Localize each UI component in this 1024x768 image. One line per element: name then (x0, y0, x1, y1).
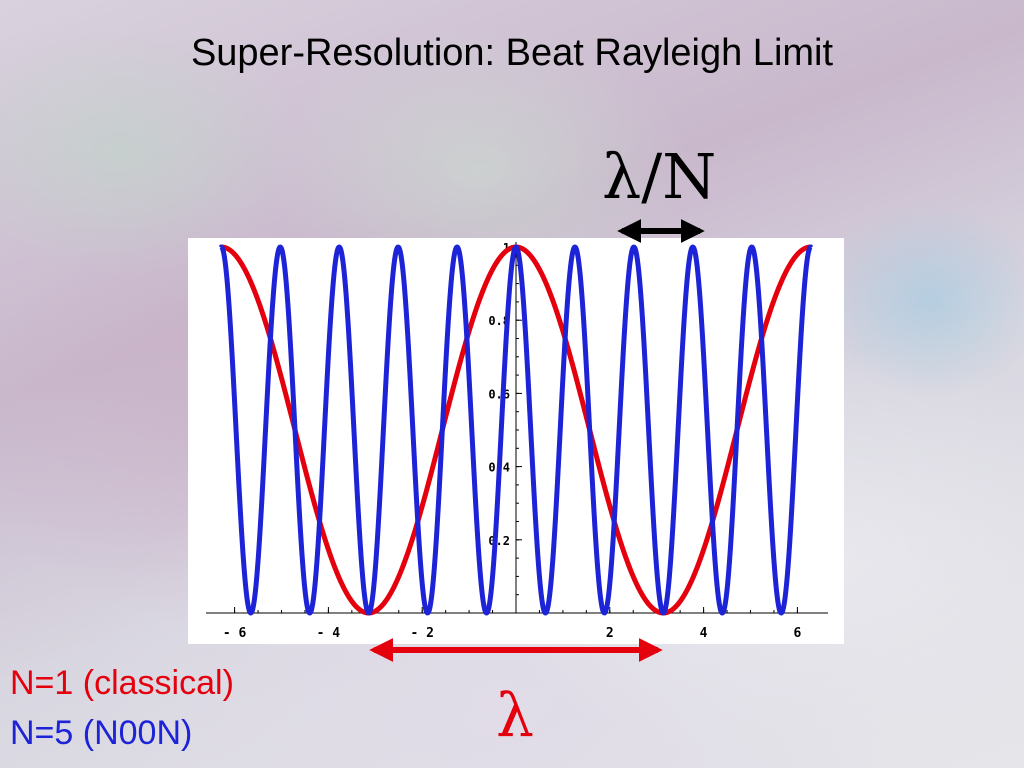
legend-noon: N=5 (N00N) (10, 714, 193, 752)
x-tick-label: 6 (793, 626, 801, 641)
series-layer (218, 244, 814, 616)
legend-classical: N=1 (classical) (10, 664, 234, 702)
y-axis: 0.20.40.60.81 (488, 241, 522, 613)
small-period-label: λ/N (602, 140, 717, 213)
slide-title: Super-Resolution: Beat Rayleigh Limit (190, 32, 834, 74)
x-tick-label: - 6 (223, 626, 247, 641)
x-tick-label: - 4 (317, 626, 341, 641)
x-tick-label: 4 (700, 626, 708, 641)
large-period-label: λ (496, 681, 535, 751)
interference-chart: - 6 - 4 - 2 2 4 6 0.20.40.60.81 (206, 241, 828, 641)
plot-panel: - 6 - 4 - 2 2 4 6 0.2 0.4 0.6 0.8 1 (188, 238, 844, 644)
series-line-noon (218, 244, 814, 616)
x-tick-label: 2 (606, 626, 614, 641)
x-tick-label: - 2 (410, 626, 433, 641)
